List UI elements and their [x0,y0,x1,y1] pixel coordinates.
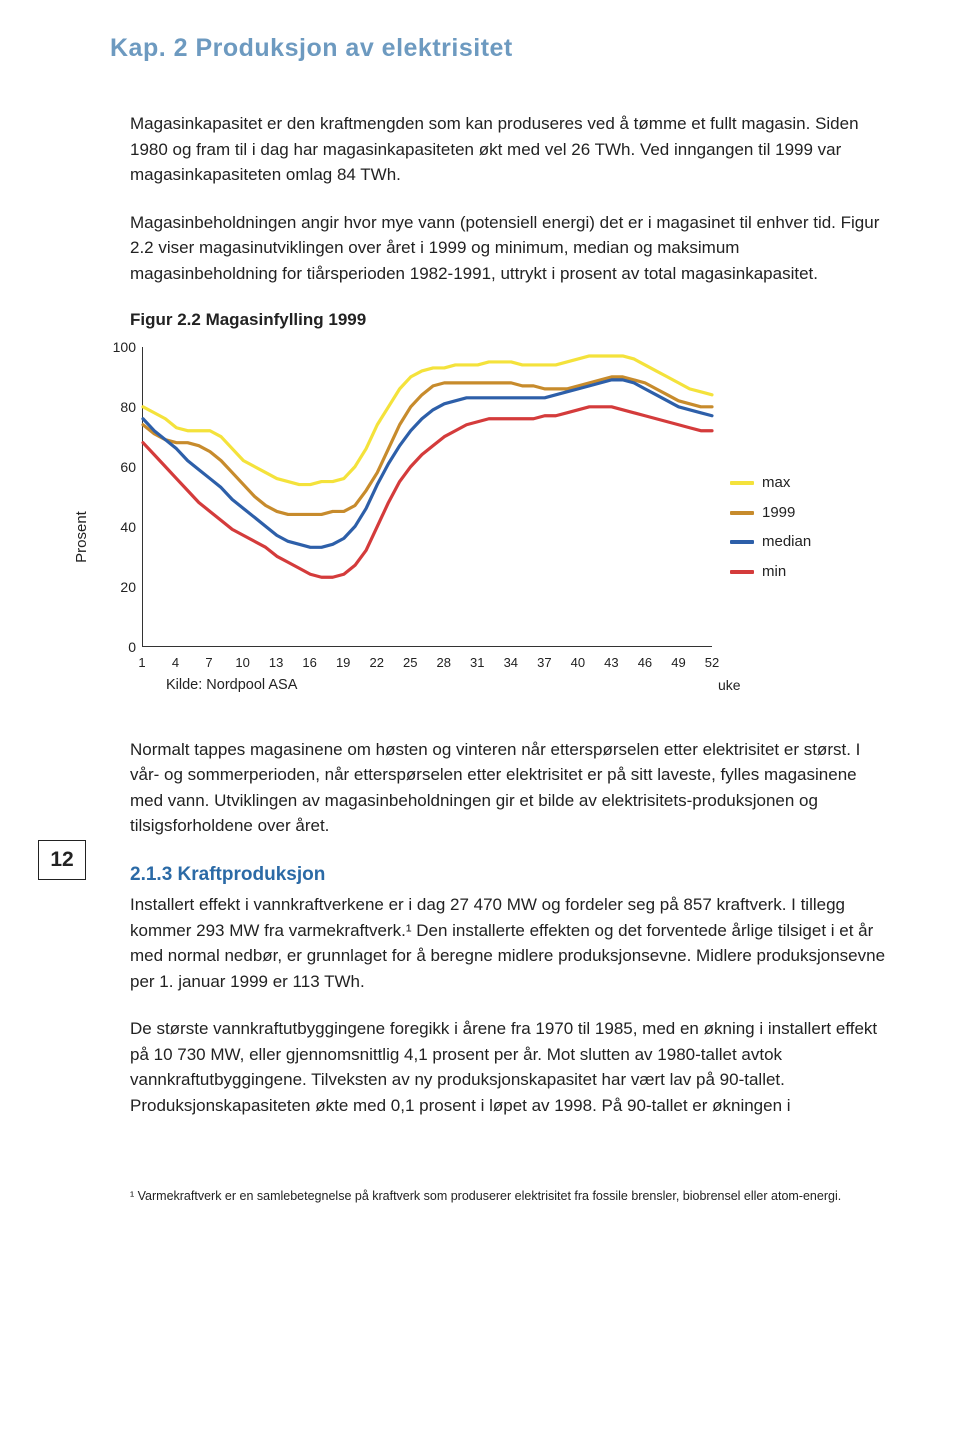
x-tick: 19 [336,654,350,673]
y-ticks: 020406080100 [106,347,136,647]
paragraph-2: Magasinbeholdningen angir hvor mye vann … [130,210,890,287]
series-min [143,407,712,577]
y-tick: 0 [106,637,136,657]
paragraph-3: Normalt tappes magasinene om høsten og v… [130,737,890,839]
chart-svg [143,347,712,646]
x-tick: 40 [571,654,585,673]
paragraph-1: Magasinkapasitet er den kraftmengden som… [130,111,890,188]
x-tick: 34 [504,654,518,673]
legend-label: min [762,561,786,583]
legend-item-max: max [730,472,811,494]
y-tick: 80 [106,397,136,417]
chart-magasinfylling: Prosent 020406080100 max1999medianmin 14… [90,347,850,727]
y-tick: 20 [106,577,136,597]
x-tick: 52 [705,654,719,673]
paragraph-5: De største vannkraftutbyggingene foregik… [130,1016,890,1118]
x-tick: 46 [638,654,652,673]
x-tick: 43 [604,654,618,673]
legend-swatch [730,540,754,544]
legend-label: 1999 [762,502,795,524]
chapter-header: Kap. 2 Produksjon av elektrisitet [110,30,890,66]
y-axis-label: Prosent [71,511,93,563]
legend: max 1999 median min [730,472,811,591]
x-tick: 7 [205,654,212,673]
legend-label: max [762,472,790,494]
x-tick: 49 [671,654,685,673]
series-max [143,356,712,485]
legend-swatch [730,481,754,485]
y-tick: 100 [106,337,136,357]
subheading: 2.1.3 Kraftproduksjon [130,861,890,889]
footnote: ¹ Varmekraftverk er en samlebetegnelse p… [130,1188,890,1205]
figure-title: Figur 2.2 Magasinfylling 1999 [130,308,890,333]
y-tick: 40 [106,517,136,537]
plot-area [142,347,712,647]
x-tick: 31 [470,654,484,673]
chart-source: Kilde: Nordpool ASA [166,675,297,696]
legend-swatch [730,511,754,515]
x-tick: 4 [172,654,179,673]
legend-swatch [730,570,754,574]
legend-item-min: min [730,561,811,583]
x-tick: 22 [369,654,383,673]
x-tick: 25 [403,654,417,673]
legend-label: median [762,531,811,553]
x-tick: 37 [537,654,551,673]
legend-item-median: median [730,531,811,553]
x-ticks: 147101316192225283134374043464952 [142,654,712,674]
x-tick: 10 [235,654,249,673]
page-number: 12 [38,840,86,880]
series-median [143,380,712,547]
x-tick: 28 [437,654,451,673]
x-axis-label: uke [718,675,741,695]
x-tick: 13 [269,654,283,673]
y-tick: 60 [106,457,136,477]
legend-item-1999: 1999 [730,502,811,524]
x-tick: 1 [138,654,145,673]
paragraph-4: Installert effekt i vannkraftverkene er … [130,892,890,994]
x-tick: 16 [302,654,316,673]
